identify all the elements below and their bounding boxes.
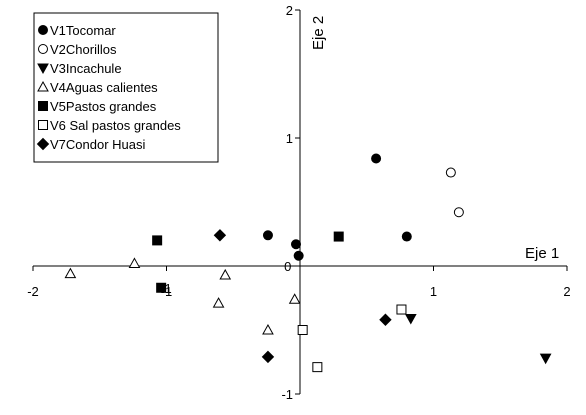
y-axis-title: Eje 2 (310, 16, 327, 50)
legend-marker (38, 101, 48, 111)
data-point (371, 153, 382, 164)
data-point (293, 250, 304, 261)
data-point (262, 323, 274, 335)
legend-entry: V3Incachule (50, 61, 122, 76)
legend-marker (36, 137, 50, 151)
data-point (445, 167, 456, 178)
data-point (396, 304, 407, 315)
data-point (290, 239, 301, 250)
data-point (333, 231, 344, 242)
y-tick-label: 1 (286, 131, 293, 146)
x-tick-label: -2 (27, 284, 39, 299)
data-point (213, 229, 227, 242)
data-point (156, 282, 167, 293)
data-point (128, 257, 141, 268)
legend-marker (38, 44, 48, 54)
legend-marker (38, 120, 48, 130)
data-point (212, 297, 225, 308)
x-tick-label: 2 (563, 284, 570, 299)
x-tick-label: -1 (161, 284, 173, 299)
y-tick-label: 2 (286, 3, 293, 18)
data-point (312, 362, 323, 373)
data-point (453, 207, 464, 218)
data-point (64, 267, 77, 279)
legend-box (33, 12, 219, 163)
data-point (539, 353, 552, 365)
legend-marker (37, 63, 49, 75)
data-point (152, 235, 163, 246)
legend-entry: V4Aguas calientes (50, 80, 158, 95)
data-point (379, 313, 392, 326)
legend-marker (37, 80, 49, 92)
annotations: 01 (165, 259, 292, 296)
data-point (288, 293, 301, 304)
y-tick-label: -1 (281, 387, 293, 402)
data-point (262, 230, 273, 241)
x-axis-title: Eje 1 (525, 245, 559, 262)
x-tick-label: 1 (430, 284, 437, 299)
data-point (401, 231, 412, 242)
annotation-label: 0 (284, 259, 291, 274)
legend-marker (38, 25, 48, 35)
annotation-label: 1 (165, 281, 172, 296)
legend-entry: V2Chorillos (50, 42, 117, 57)
data-point (297, 325, 308, 335)
legend-entry: V6 Sal pastos grandes (50, 118, 181, 133)
legend-entry: V5Pastos grandes (50, 99, 157, 114)
legend-entry: V1Tocomar (50, 23, 116, 38)
data-point (219, 268, 232, 280)
tick-labels: -2 -1 1 2-112 (27, 3, 570, 402)
data-point (261, 350, 275, 364)
data-point (404, 313, 417, 325)
legend-entry: V7Condor Huasi (50, 137, 145, 152)
legend: V1Tocomar V2Chorillos V3Incachule V4Aguas c… (33, 12, 219, 163)
